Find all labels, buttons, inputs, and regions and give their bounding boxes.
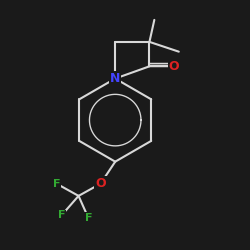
- Text: O: O: [168, 60, 179, 73]
- Text: F: F: [53, 179, 60, 189]
- Text: N: N: [110, 72, 120, 85]
- Text: F: F: [58, 210, 65, 220]
- Text: O: O: [95, 177, 106, 190]
- Text: F: F: [84, 213, 92, 223]
